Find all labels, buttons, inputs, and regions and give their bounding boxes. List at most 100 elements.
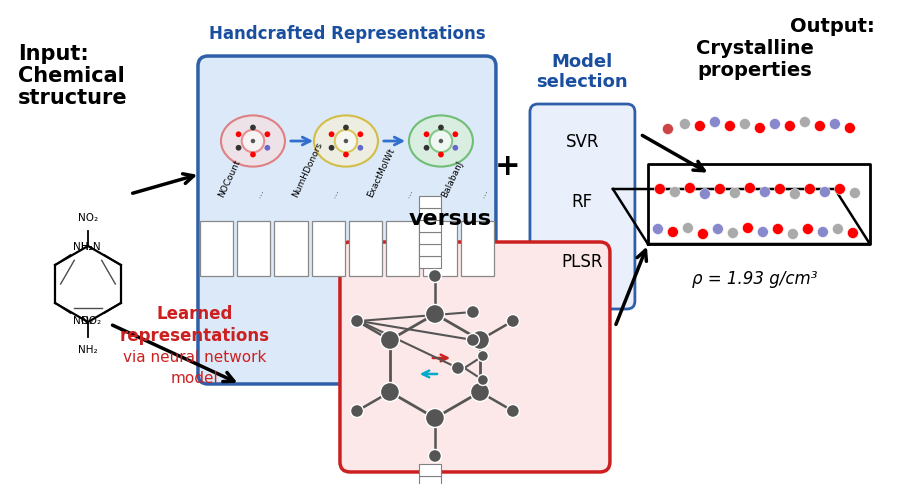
Circle shape	[832, 224, 843, 235]
Circle shape	[754, 122, 765, 134]
Text: ...: ...	[403, 187, 414, 199]
Circle shape	[265, 145, 270, 151]
Bar	[419, 232, 441, 244]
Text: SVR: SVR	[566, 133, 599, 151]
Circle shape	[380, 382, 399, 402]
Ellipse shape	[221, 115, 285, 166]
Circle shape	[250, 124, 256, 130]
Text: model: model	[171, 372, 219, 387]
Text: BalabanJ: BalabanJ	[440, 160, 465, 199]
Circle shape	[739, 119, 751, 130]
Text: selection: selection	[536, 73, 628, 91]
Circle shape	[803, 224, 814, 235]
Circle shape	[743, 223, 753, 233]
Bar	[419, 476, 441, 484]
Circle shape	[251, 139, 256, 143]
Bar	[419, 196, 441, 208]
Circle shape	[844, 122, 856, 134]
Text: NO₂: NO₂	[81, 316, 101, 326]
Text: NOCount: NOCount	[216, 158, 242, 199]
Circle shape	[358, 131, 363, 137]
Circle shape	[344, 139, 348, 143]
Bar	[387, 221, 420, 276]
Circle shape	[470, 382, 490, 402]
Circle shape	[242, 130, 264, 152]
Circle shape	[679, 119, 691, 130]
Circle shape	[470, 331, 490, 349]
Circle shape	[438, 151, 444, 157]
Circle shape	[250, 151, 256, 157]
Ellipse shape	[314, 115, 378, 166]
Bar	[419, 256, 441, 268]
Circle shape	[789, 188, 800, 199]
Circle shape	[729, 187, 740, 198]
Circle shape	[507, 315, 519, 328]
Circle shape	[328, 131, 335, 137]
Circle shape	[814, 121, 825, 132]
Text: NO₂: NO₂	[73, 316, 93, 326]
Text: NH₂: NH₂	[74, 242, 93, 252]
Ellipse shape	[409, 115, 473, 166]
Text: properties: properties	[698, 60, 813, 79]
Text: ExactMolWt: ExactMolWt	[366, 147, 396, 199]
Circle shape	[834, 183, 845, 195]
Circle shape	[351, 315, 363, 328]
Circle shape	[430, 130, 452, 152]
Text: RF: RF	[572, 193, 593, 211]
Text: versus: versus	[408, 209, 492, 229]
Circle shape	[423, 145, 430, 151]
Circle shape	[429, 270, 441, 283]
Circle shape	[772, 224, 783, 235]
Text: Output:: Output:	[790, 16, 875, 35]
Text: NO₂: NO₂	[78, 213, 98, 223]
Circle shape	[662, 123, 674, 135]
Circle shape	[652, 224, 664, 235]
Text: NumHDonors: NumHDonors	[292, 141, 325, 199]
FancyBboxPatch shape	[198, 56, 496, 384]
Bar	[237, 221, 271, 276]
Circle shape	[466, 333, 479, 347]
Text: NH₂: NH₂	[78, 345, 98, 355]
Bar	[419, 464, 441, 476]
Circle shape	[694, 121, 705, 132]
Circle shape	[343, 124, 349, 130]
Circle shape	[710, 117, 720, 127]
Circle shape	[819, 186, 831, 197]
Circle shape	[830, 119, 840, 130]
Circle shape	[439, 139, 443, 143]
Circle shape	[849, 187, 860, 198]
Text: Input:: Input:	[18, 44, 89, 64]
Text: H₂N: H₂N	[81, 242, 100, 252]
Circle shape	[425, 304, 444, 323]
Circle shape	[265, 131, 270, 137]
Circle shape	[667, 227, 678, 238]
Circle shape	[452, 145, 458, 151]
Text: ...: ...	[477, 187, 489, 199]
Text: structure: structure	[18, 88, 127, 108]
Circle shape	[683, 223, 693, 233]
Bar	[274, 221, 308, 276]
Bar	[349, 221, 382, 276]
Circle shape	[697, 228, 709, 240]
Circle shape	[328, 145, 335, 151]
Text: Learned: Learned	[157, 305, 233, 323]
Bar	[419, 208, 441, 220]
FancyBboxPatch shape	[340, 242, 610, 472]
Circle shape	[466, 305, 479, 318]
Text: ...: ...	[254, 187, 266, 199]
Circle shape	[788, 228, 798, 240]
Circle shape	[805, 183, 815, 195]
Circle shape	[727, 227, 738, 239]
Text: +: +	[495, 152, 521, 181]
Circle shape	[335, 130, 357, 152]
Text: ...: ...	[328, 187, 340, 199]
Circle shape	[438, 124, 444, 130]
Circle shape	[351, 405, 363, 418]
Circle shape	[745, 182, 755, 194]
Circle shape	[452, 131, 458, 137]
Circle shape	[477, 375, 488, 385]
Circle shape	[477, 350, 488, 362]
Circle shape	[848, 227, 858, 239]
Bar	[200, 221, 233, 276]
Circle shape	[725, 121, 736, 132]
